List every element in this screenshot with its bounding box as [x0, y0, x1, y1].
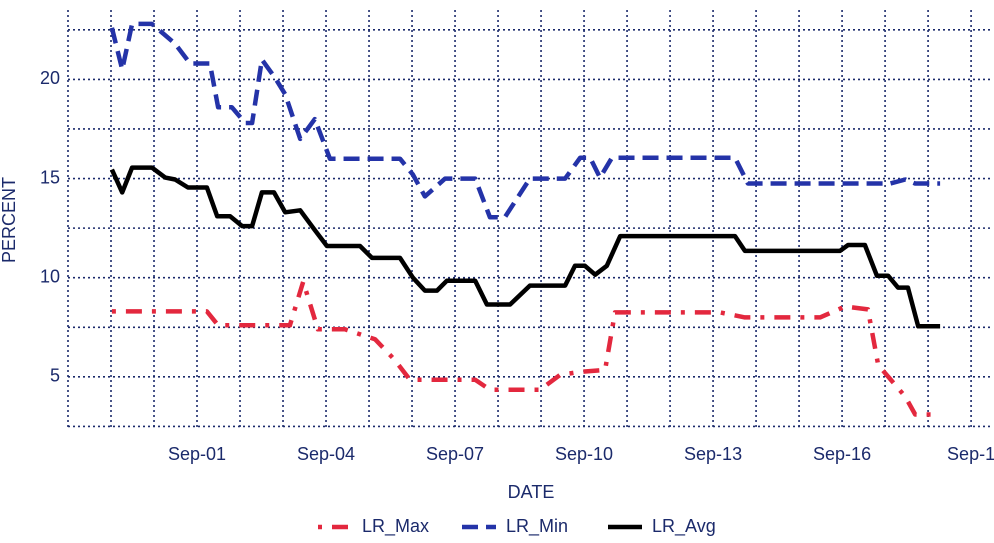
- legend-label: LR_Min: [506, 516, 568, 537]
- x-tick-label: Sep-01: [168, 444, 226, 464]
- y-tick-label: 15: [40, 167, 60, 187]
- x-tick-label: Sep-07: [426, 444, 484, 464]
- x-tick-label: Sep-16: [813, 444, 871, 464]
- line-series: [109, 21, 941, 220]
- x-tick-label: Sep-04: [297, 444, 355, 464]
- y-axis-title: PERCENT: [0, 177, 19, 263]
- x-tick-label: Sep-13: [684, 444, 742, 464]
- legend-label: LR_Avg: [652, 516, 716, 537]
- x-tick-label: Sep-10: [555, 444, 613, 464]
- x-tick-label: Sep-1: [947, 444, 994, 464]
- x-axis-title: DATE: [508, 482, 555, 502]
- line-series: [111, 279, 935, 417]
- y-tick-label: 5: [50, 366, 60, 386]
- y-tick-label: 20: [40, 68, 60, 88]
- legend-label: LR_Max: [362, 516, 429, 537]
- line-series: [109, 165, 941, 329]
- y-tick-label: 10: [40, 266, 60, 286]
